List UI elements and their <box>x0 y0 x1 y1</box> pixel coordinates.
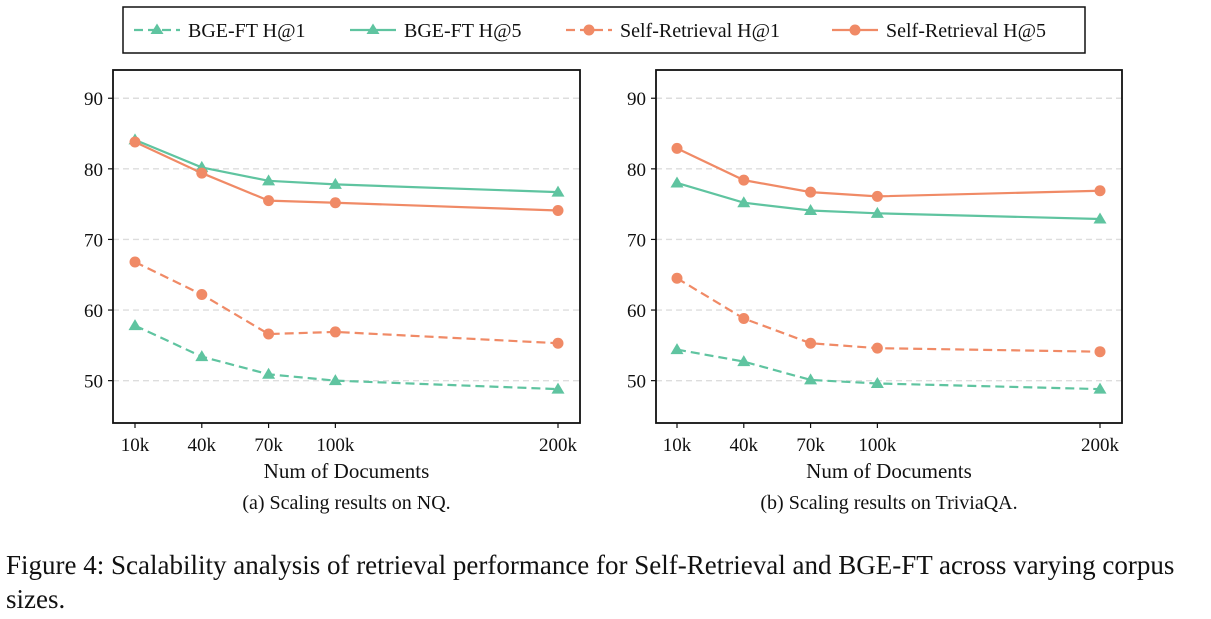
data-point <box>328 374 342 386</box>
legend-entry-bge-ft-h1: BGE-FT H@1 <box>134 20 306 42</box>
legend-label: BGE-FT H@5 <box>404 20 522 42</box>
data-point <box>1094 346 1106 358</box>
subfigure-caption: (b) Scaling results on TriviaQA. <box>760 492 1017 514</box>
data-point <box>551 185 565 197</box>
data-point <box>262 367 276 379</box>
legend-frame <box>122 6 1086 54</box>
x-tick-label: 40k <box>730 435 759 456</box>
plot-frame <box>112 69 581 424</box>
data-point <box>128 319 142 331</box>
y-tick-label: 60 <box>84 301 103 322</box>
data-point <box>263 328 275 340</box>
y-tick-label: 80 <box>84 160 103 181</box>
data-point <box>871 190 883 202</box>
data-point <box>1094 185 1106 197</box>
x-tick-label: 70k <box>254 435 283 456</box>
series-bge-ft-h-5 <box>670 176 1107 224</box>
y-tick-label: 90 <box>627 89 646 110</box>
series-line <box>676 181 1101 221</box>
series-bge-ft-h-5 <box>128 133 565 197</box>
x-tick-label: 100k <box>316 435 355 456</box>
series-self-retrieval-h-5 <box>671 142 1106 202</box>
legend-label: Self-Retrieval H@5 <box>886 20 1046 42</box>
chart-panel-nq: 50 60 70 80 90 10k 40k 70k 100k 200k Num of Docume… <box>84 69 581 514</box>
data-point <box>329 197 341 209</box>
data-point <box>196 289 208 301</box>
y-tick-label: 80 <box>627 160 646 181</box>
subfigure-caption: (a) Scaling results on NQ. <box>242 492 450 514</box>
x-tick-label: 100k <box>858 435 897 456</box>
figure-caption: Figure 4: Scalability analysis of retrie… <box>6 550 1175 614</box>
x-axis-label: Num of Documents <box>806 459 972 483</box>
data-point <box>737 355 751 367</box>
data-point <box>1093 382 1107 394</box>
data-point <box>871 342 883 354</box>
series-self-retrieval-h-1 <box>671 272 1106 358</box>
data-point <box>1093 212 1107 224</box>
data-point <box>738 313 750 325</box>
x-tick-label: 200k <box>539 435 578 456</box>
y-tick-label: 70 <box>84 230 103 251</box>
legend-entry-bge-ft-h5: BGE-FT H@5 <box>350 20 522 42</box>
x-tick-label: 40k <box>188 435 217 456</box>
data-point <box>552 204 564 216</box>
legend-triangle-marker <box>366 23 380 34</box>
legend-label: Self-Retrieval H@1 <box>620 20 780 42</box>
data-point <box>262 174 276 186</box>
x-tick-label: 10k <box>663 435 692 456</box>
plot-frame <box>655 69 1123 424</box>
chart-panel-triviaqa: 50 60 70 80 90 10k 40k 70k 100k 200k Num of Docume… <box>627 69 1123 514</box>
data-point <box>671 142 683 154</box>
data-point <box>552 337 564 349</box>
data-point <box>129 136 141 148</box>
data-point <box>263 195 275 207</box>
data-point <box>670 343 684 355</box>
data-point <box>870 376 884 388</box>
y-tick-label: 70 <box>627 230 646 251</box>
legend-label: BGE-FT H@1 <box>188 20 306 42</box>
series-line <box>676 348 1101 391</box>
series-line <box>676 147 1101 198</box>
data-point <box>196 167 208 179</box>
data-point <box>804 373 818 385</box>
data-point <box>129 256 141 268</box>
y-tick-label: 50 <box>627 372 646 393</box>
data-point <box>804 203 818 215</box>
data-point <box>551 382 565 394</box>
series-line <box>134 261 559 345</box>
data-point <box>670 176 684 188</box>
series-bge-ft-h-1 <box>670 343 1107 394</box>
legend-entry-self-retrieval-h1: Self-Retrieval H@1 <box>566 20 780 42</box>
x-axis-label: Num of Documents <box>264 459 430 483</box>
x-tick-label: 70k <box>796 435 825 456</box>
data-point <box>195 350 209 362</box>
x-tick-label: 10k <box>121 435 150 456</box>
data-point <box>328 177 342 189</box>
legend-circle-marker <box>583 24 595 36</box>
data-point <box>737 196 751 208</box>
legend-entry-self-retrieval-h5: Self-Retrieval H@5 <box>832 20 1046 42</box>
y-tick-label: 90 <box>84 89 103 110</box>
data-point <box>805 186 817 198</box>
data-point <box>738 174 750 186</box>
y-tick-label: 60 <box>627 301 646 322</box>
legend: BGE-FT H@1 BGE-FT H@5 Self-Retrieval H@1… <box>122 6 1086 54</box>
data-point <box>329 326 341 338</box>
series-self-retrieval-h-1 <box>129 256 564 349</box>
series-line <box>134 138 559 194</box>
series-self-retrieval-h-5 <box>129 136 564 216</box>
x-tick-label: 200k <box>1081 435 1120 456</box>
legend-triangle-marker <box>150 23 164 34</box>
series-bge-ft-h-1 <box>128 319 565 394</box>
legend-circle-marker <box>849 24 861 36</box>
data-point <box>805 337 817 349</box>
data-point <box>870 206 884 218</box>
y-tick-label: 50 <box>84 372 103 393</box>
data-point <box>671 272 683 284</box>
